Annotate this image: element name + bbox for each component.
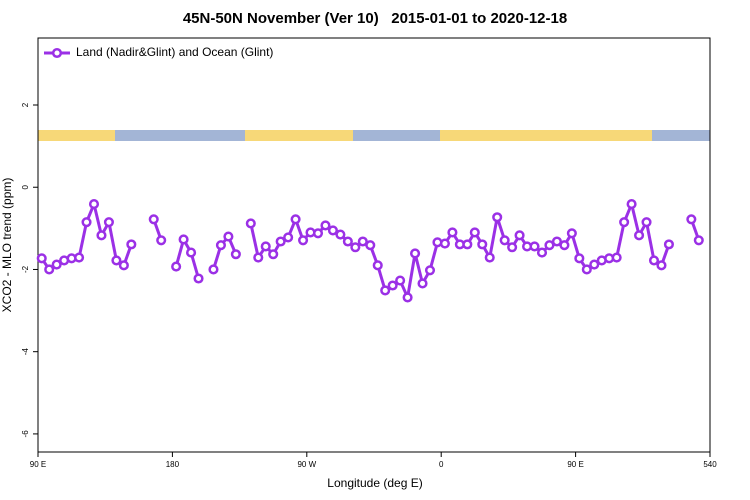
- data-point: [253, 252, 264, 263]
- y-tick-label: 2: [21, 102, 30, 107]
- y-tick-label: 0: [21, 184, 30, 189]
- data-point: [641, 217, 652, 228]
- data-point: [74, 252, 85, 263]
- data-point: [402, 292, 413, 303]
- data-point: [693, 235, 704, 246]
- x-tick-label: 180: [166, 460, 180, 469]
- data-point: [365, 240, 376, 251]
- legend-label: Land (Nadir&Glint) and Ocean (Glint): [76, 45, 273, 59]
- data-point: [275, 236, 286, 247]
- x-tick-label: 540: [703, 460, 717, 469]
- data-point: [335, 229, 346, 240]
- data-point: [492, 212, 503, 223]
- data-point: [223, 231, 234, 242]
- y-tick-label: -2: [21, 265, 30, 273]
- data-point: [380, 285, 391, 296]
- land-ocean-strip: [38, 130, 710, 141]
- data-point: [395, 275, 406, 286]
- legend-marker: [51, 47, 63, 59]
- land-band: [440, 130, 652, 141]
- data-point: [357, 236, 368, 247]
- land-band: [245, 130, 353, 141]
- data-point: [156, 235, 167, 246]
- data-point: [298, 235, 309, 246]
- data-point: [648, 255, 660, 266]
- data-point: [290, 214, 301, 225]
- data-point: [208, 264, 219, 275]
- data-point: [51, 259, 62, 270]
- x-axis-label: Longitude (deg E): [327, 476, 422, 490]
- data-point: [611, 252, 622, 263]
- data-point: [551, 236, 562, 247]
- data-point: [96, 230, 107, 241]
- data-point: [499, 235, 510, 246]
- data-point: [581, 264, 592, 275]
- x-tick-label: 90 E: [567, 460, 583, 469]
- data-point: [103, 217, 114, 228]
- data-point: [81, 217, 92, 228]
- series-line: [40, 202, 701, 299]
- data-point: [327, 225, 338, 236]
- data-point: [626, 199, 637, 210]
- data-point: [193, 273, 204, 284]
- chart-title: 45N-50N November (Ver 10) 2015-01-01 to …: [183, 10, 567, 27]
- data-point: [417, 278, 428, 289]
- data-point: [230, 249, 241, 260]
- plot-frame: [37, 37, 711, 453]
- data-point: [634, 230, 645, 241]
- data-point: [447, 227, 458, 238]
- data-point: [469, 227, 480, 238]
- y-tick-label: -4: [21, 348, 30, 356]
- data-point: [372, 260, 383, 271]
- ocean-band: [38, 130, 710, 141]
- data-point: [559, 240, 570, 251]
- data-point: [507, 242, 518, 253]
- data-point: [477, 239, 488, 250]
- data-point: [118, 260, 129, 271]
- data-point: [387, 280, 398, 291]
- data-point: [663, 239, 674, 250]
- land-band: [38, 130, 115, 141]
- data-point: [410, 248, 421, 259]
- data-point: [283, 232, 294, 243]
- data-point: [171, 261, 182, 272]
- data-point: [566, 228, 577, 239]
- x-tick-label: 90 E: [30, 460, 46, 469]
- data-point: [312, 228, 324, 239]
- data-point: [514, 230, 525, 241]
- data-point: [260, 241, 271, 252]
- x-tick-label: 0: [439, 460, 444, 469]
- data-point: [88, 199, 100, 210]
- data-point: [342, 236, 353, 247]
- data-point: [44, 264, 55, 275]
- data-point: [111, 255, 122, 266]
- data-point: [529, 241, 540, 252]
- data-point: [462, 239, 473, 250]
- data-point: [148, 214, 159, 225]
- y-tick-label: -6: [21, 430, 30, 438]
- data-point: [268, 249, 279, 260]
- data-point: [439, 238, 450, 249]
- data-point: [424, 265, 436, 276]
- x-tick-label: 90 W: [297, 460, 316, 469]
- data-point: [178, 234, 189, 245]
- data-point: [656, 260, 667, 271]
- y-axis-label: XCO2 - MLO trend (ppm): [0, 178, 14, 313]
- data-point: [536, 247, 548, 258]
- data-point: [186, 247, 197, 258]
- data-point: [320, 220, 331, 231]
- data-point: [619, 217, 630, 228]
- data-point: [215, 240, 226, 251]
- data-point: [350, 242, 361, 253]
- data-point: [589, 259, 600, 270]
- data-point: [544, 240, 555, 251]
- data-point: [574, 253, 585, 264]
- data-point: [36, 253, 47, 264]
- data-point: [245, 218, 256, 229]
- data-point: [686, 214, 697, 225]
- data-point: [126, 239, 137, 250]
- data-point: [484, 252, 495, 263]
